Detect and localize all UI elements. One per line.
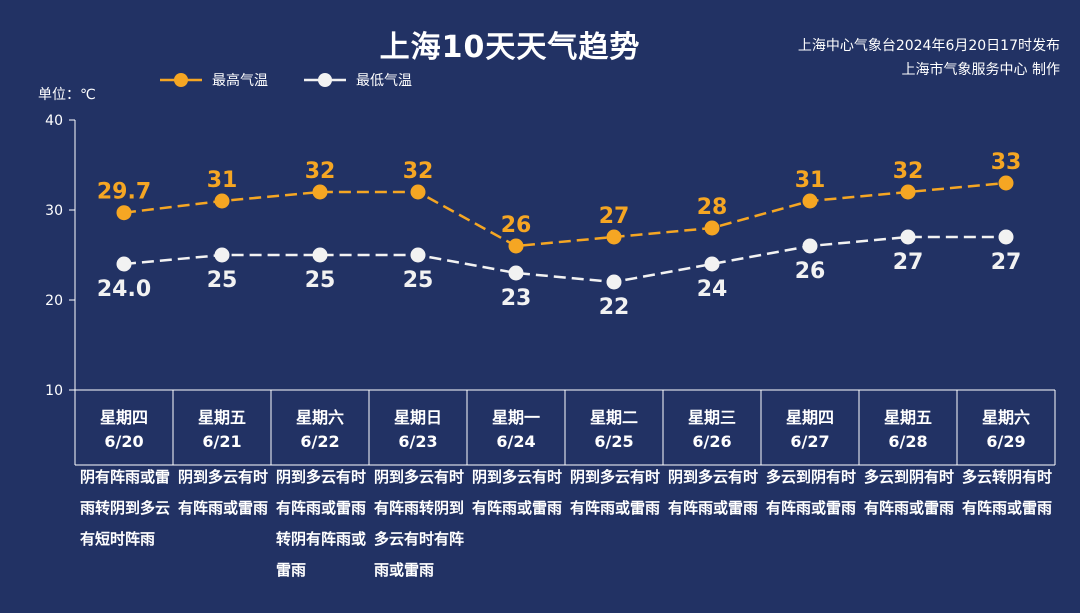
page-title: 上海10天天气趋势 xyxy=(379,30,641,65)
day-date: 6/28 xyxy=(888,432,928,451)
data-point-high xyxy=(900,184,916,200)
day-weather: 阴到多云有时有阵雨或雷雨 xyxy=(472,468,563,517)
data-point-high xyxy=(704,220,720,236)
y-tick-label: 30 xyxy=(45,203,63,219)
data-point-low xyxy=(998,229,1014,245)
data-point-high xyxy=(508,238,524,254)
data-point-high xyxy=(802,193,818,209)
data-label-high: 26 xyxy=(501,213,532,238)
chart-legend: 最高气温 最低气温 xyxy=(160,70,412,90)
day-weather: 多云到阴有时有阵雨或雷雨 xyxy=(766,468,857,517)
data-point-high xyxy=(214,193,230,209)
day-date: 6/20 xyxy=(104,432,144,451)
data-label-low: 24 xyxy=(697,277,728,302)
day-weekday: 星期三 xyxy=(687,408,736,427)
data-point-high xyxy=(606,229,622,245)
data-label-low: 27 xyxy=(893,250,924,275)
y-tick-label: 20 xyxy=(45,293,63,309)
day-date: 6/26 xyxy=(692,432,732,451)
day-weather: 多云转阴有时有阵雨或雷雨 xyxy=(962,468,1053,517)
data-label-high: 32 xyxy=(893,159,924,184)
data-point-low xyxy=(410,247,426,263)
data-point-high xyxy=(116,205,132,221)
legend-item-low: 最低气温 xyxy=(304,70,412,90)
data-point-low xyxy=(606,274,622,290)
legend-item-high: 最高气温 xyxy=(160,70,268,90)
day-weather: 阴到多云有时有阵雨或雷雨 xyxy=(178,468,269,517)
series-line-high xyxy=(123,181,1007,248)
legend-marker-low-icon xyxy=(304,73,346,87)
day-weekday: 星期六 xyxy=(981,408,1030,427)
data-point-low xyxy=(900,229,916,245)
data-point-high xyxy=(410,184,426,200)
data-label-low: 23 xyxy=(501,286,532,311)
legend-label-low: 最低气温 xyxy=(356,73,412,89)
day-weather: 阴到多云有时有阵雨或雷雨 xyxy=(668,468,759,517)
data-point-high xyxy=(312,184,328,200)
data-label-low: 27 xyxy=(991,250,1022,275)
data-label-high: 32 xyxy=(305,159,336,184)
day-date: 6/25 xyxy=(594,432,634,451)
data-label-high: 27 xyxy=(599,204,630,229)
day-weekday: 星期五 xyxy=(883,408,932,427)
data-label-high: 32 xyxy=(403,159,434,184)
source-info: 上海中心气象台2024年6月20日17时发布 上海市气象服务中心 制作 xyxy=(798,34,1060,82)
day-weekday: 星期二 xyxy=(589,408,638,427)
day-date: 6/27 xyxy=(790,432,830,451)
data-label-low: 26 xyxy=(795,259,826,284)
day-weather: 阴有阵雨或雷雨转阴到多云有短时阵雨 xyxy=(80,468,171,548)
legend-label-high: 最高气温 xyxy=(212,73,268,89)
day-weather: 阴到多云有时有阵雨或雷雨 xyxy=(570,468,661,517)
data-point-low xyxy=(508,265,524,281)
data-point-high xyxy=(998,175,1014,191)
data-label-high: 31 xyxy=(795,168,826,193)
data-label-low: 22 xyxy=(599,295,630,320)
day-weekday: 星期一 xyxy=(491,408,540,427)
y-tick-label: 40 xyxy=(45,113,63,129)
day-weather: 阴到多云有时有阵雨转阴到多云有时有阵雨或雷雨 xyxy=(374,468,465,579)
data-label-low: 25 xyxy=(207,268,238,293)
day-date: 6/22 xyxy=(300,432,340,451)
data-point-low xyxy=(802,238,818,254)
unit-label: 单位：℃ xyxy=(38,87,96,103)
publish-line: 上海中心气象台2024年6月20日17时发布 xyxy=(797,38,1060,54)
day-weekday: 星期四 xyxy=(785,408,834,427)
day-date: 6/29 xyxy=(986,432,1026,451)
series-line-low xyxy=(123,235,1006,284)
day-date: 6/23 xyxy=(398,432,438,451)
data-label-high: 29.7 xyxy=(97,180,151,205)
legend-marker-high-icon xyxy=(160,73,202,87)
day-weekday: 星期四 xyxy=(99,408,148,427)
data-label-low: 25 xyxy=(305,268,336,293)
data-label-high: 28 xyxy=(697,195,728,220)
data-point-low xyxy=(704,256,720,272)
day-weekday: 星期六 xyxy=(295,408,344,427)
day-weather: 阴到多云有时有阵雨或雷雨转阴有阵雨或雷雨 xyxy=(276,468,367,579)
day-weekday: 星期日 xyxy=(393,408,442,427)
y-tick-label: 10 xyxy=(45,383,63,399)
day-weather: 多云到阴有时有阵雨或雷雨 xyxy=(864,468,955,517)
data-point-low xyxy=(312,247,328,263)
data-label-low: 25 xyxy=(403,268,434,293)
data-label-high: 31 xyxy=(207,168,238,193)
day-date: 6/24 xyxy=(496,432,536,451)
day-date: 6/21 xyxy=(202,432,242,451)
day-weekday: 星期五 xyxy=(197,408,246,427)
data-label-low: 24.0 xyxy=(97,277,151,302)
data-point-low xyxy=(214,247,230,263)
data-point-low xyxy=(116,256,132,272)
data-label-high: 33 xyxy=(991,150,1022,175)
producer-line: 上海市气象服务中心 制作 xyxy=(901,62,1060,78)
